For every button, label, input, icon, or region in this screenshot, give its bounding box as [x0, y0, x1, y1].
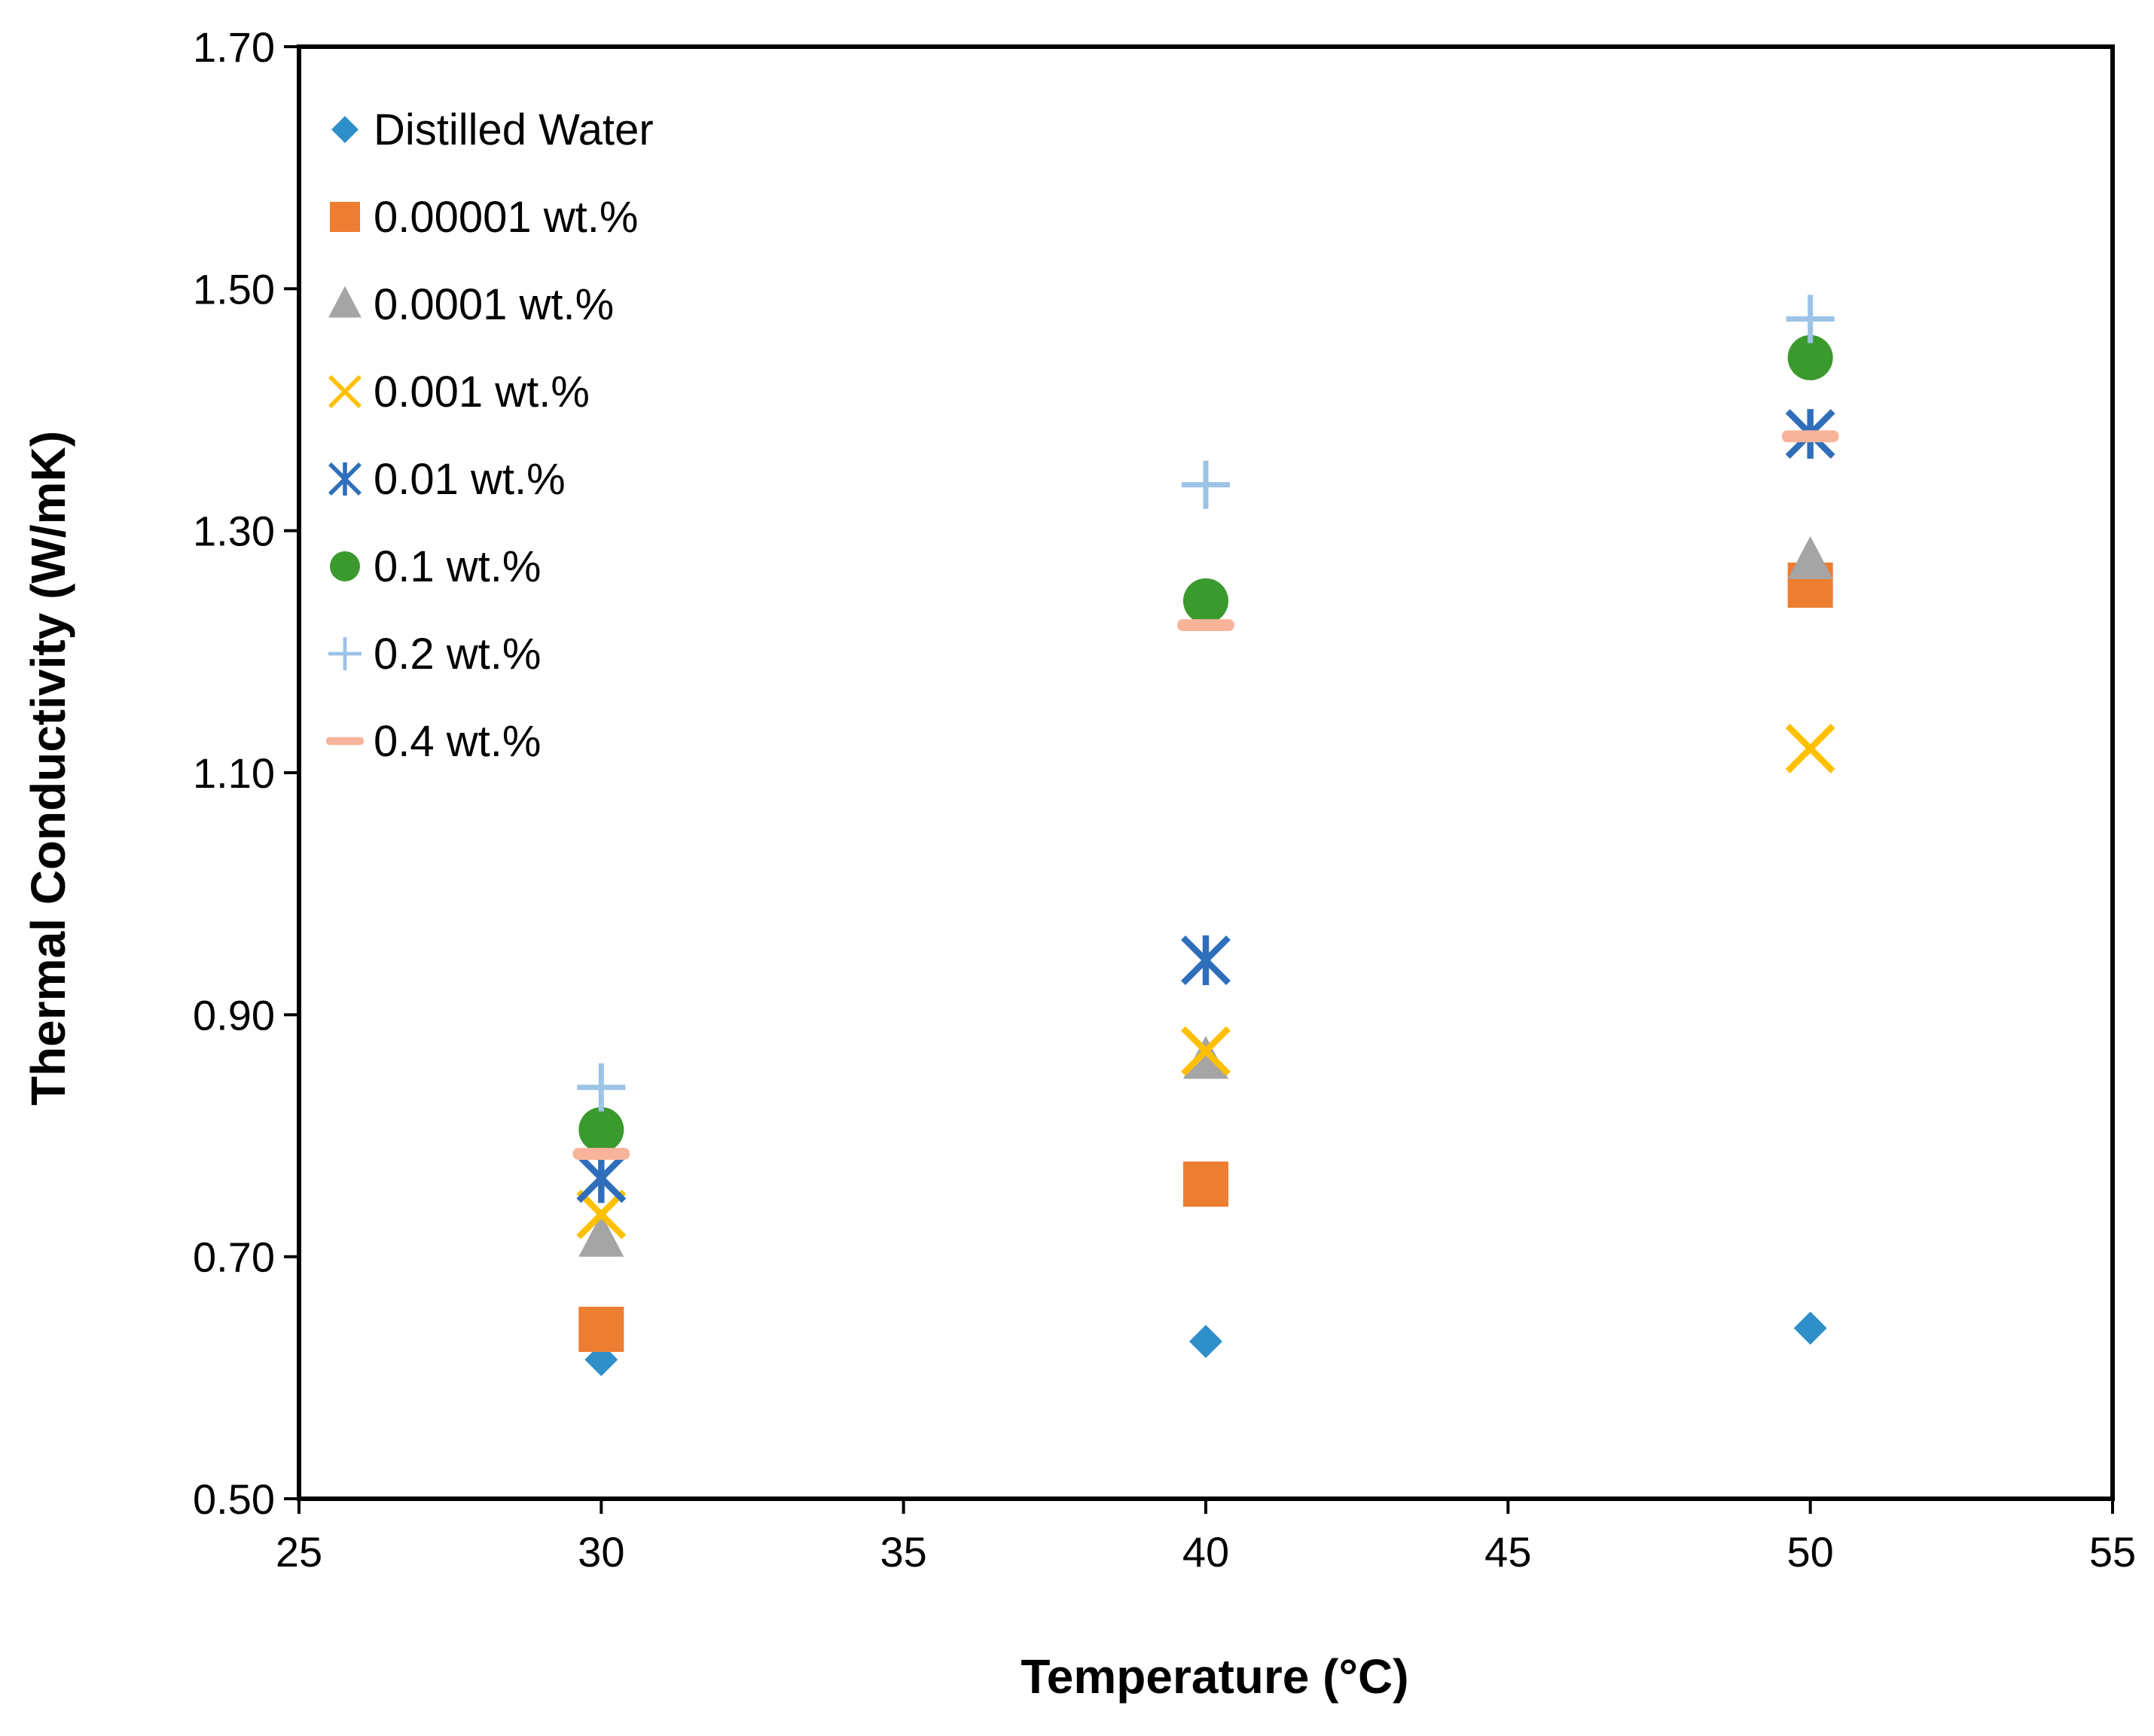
y-tick-label: 1.50	[193, 265, 275, 313]
data-point	[1182, 460, 1230, 509]
legend-label: 0.2 wt.%	[374, 630, 541, 679]
data-point	[1177, 619, 1234, 631]
data-point	[576, 1153, 627, 1204]
legend-label: 0.4 wt.%	[374, 717, 541, 766]
legend-marker	[328, 375, 362, 408]
data-point	[1183, 1036, 1228, 1079]
data-point	[1183, 578, 1228, 624]
y-tick-label: 1.30	[193, 508, 275, 555]
legend-item: 0.001 wt.%	[328, 368, 590, 416]
x-tick-label: 55	[2089, 1528, 2136, 1576]
legend-label: 0.01 wt.%	[374, 455, 566, 504]
y-tick-label: 0.70	[193, 1234, 275, 1281]
legend-label: 0.001 wt.%	[374, 368, 590, 416]
y-tick-label: 0.90	[193, 991, 275, 1039]
legend-marker	[328, 637, 362, 670]
data-point	[1793, 1311, 1827, 1345]
data-point	[578, 1307, 624, 1353]
y-tick-label: 0.50	[193, 1475, 275, 1523]
x-tick-label: 45	[1484, 1528, 1531, 1576]
legend-item: 0.01 wt.%	[328, 455, 566, 504]
data-point	[578, 1213, 624, 1257]
data-point	[1781, 430, 1839, 443]
legend-label: 0.00001 wt.%	[374, 193, 638, 242]
legend-item: 0.4 wt.%	[325, 717, 541, 766]
legend-marker	[328, 285, 362, 318]
data-point	[578, 1106, 624, 1152]
data-point	[577, 1063, 626, 1112]
data-point	[1787, 334, 1833, 380]
x-tick-label: 30	[578, 1528, 624, 1576]
data-point	[1786, 294, 1835, 343]
legend-label: 0.0001 wt.%	[374, 280, 614, 329]
y-tick-label: 1.10	[193, 749, 275, 797]
data-point	[1189, 1325, 1222, 1359]
data-point	[1183, 1161, 1228, 1207]
x-tick-label: 25	[276, 1528, 322, 1576]
legend-label: Distilled Water	[374, 105, 654, 154]
legend-marker	[330, 551, 360, 581]
legend-item: 0.1 wt.%	[330, 542, 541, 591]
y-axis-title: Thermal Conductivity (W/mK)	[21, 431, 75, 1106]
y-tick-label: 1.70	[193, 23, 275, 71]
legend-label: 0.1 wt.%	[374, 542, 541, 591]
x-tick-label: 50	[1787, 1528, 1834, 1576]
legend-item: 0.0001 wt.%	[328, 280, 614, 329]
legend-marker	[330, 202, 360, 232]
legend-marker	[331, 116, 358, 143]
legend-item: 0.00001 wt.%	[330, 193, 638, 242]
data-point	[1785, 723, 1835, 773]
data-point	[1181, 1026, 1231, 1076]
data-point	[1787, 535, 1833, 579]
x-tick-label: 40	[1182, 1528, 1229, 1576]
legend-marker	[328, 462, 362, 496]
legend-item: 0.2 wt.%	[328, 630, 541, 679]
legend-item: Distilled Water	[331, 105, 654, 154]
x-tick-label: 35	[880, 1528, 927, 1576]
data-point	[1181, 935, 1231, 986]
x-axis-title: Temperature (°C)	[1021, 1649, 1408, 1704]
legend-marker	[325, 737, 365, 746]
data-point	[576, 1189, 627, 1240]
data-point	[572, 1148, 630, 1161]
